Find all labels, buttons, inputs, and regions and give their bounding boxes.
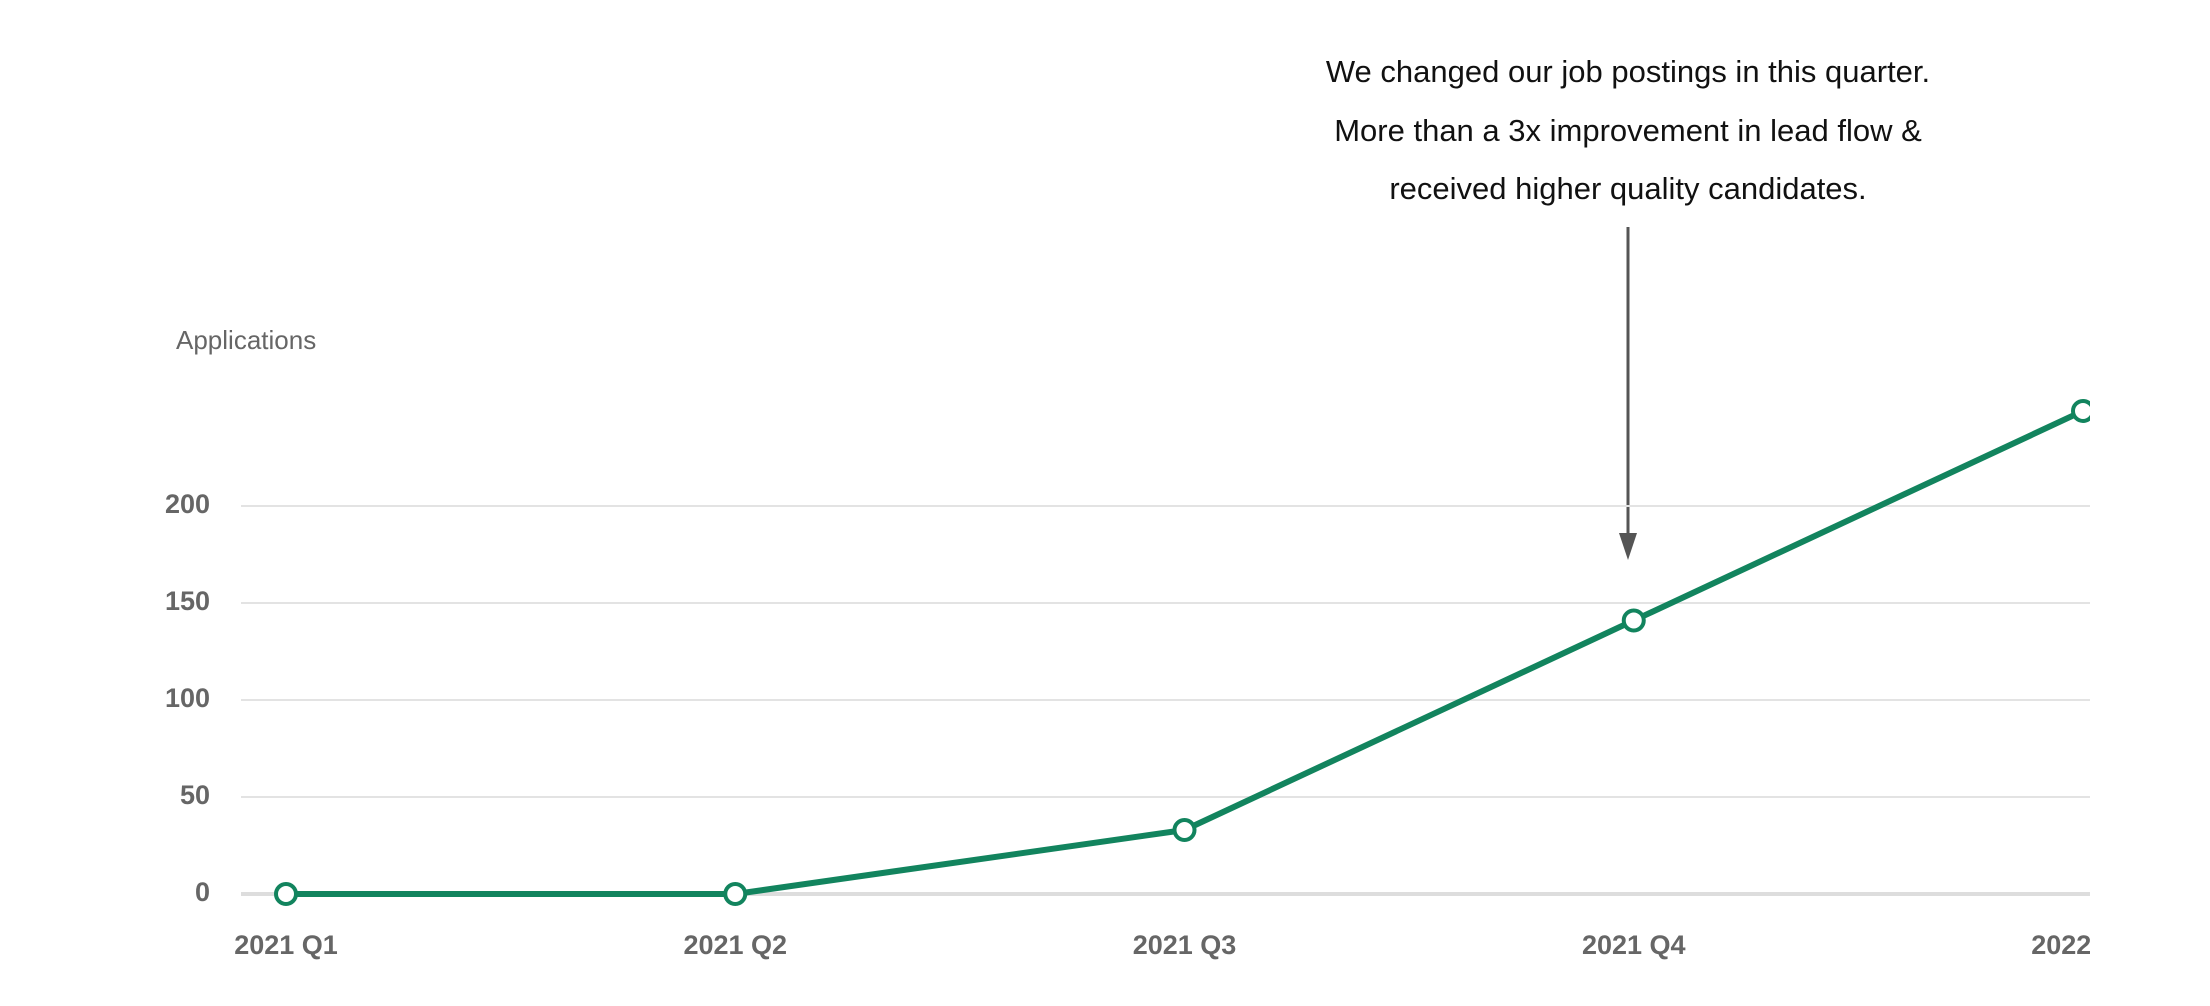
x-tick-label: 2021 Q1 [234,930,338,960]
y-tick-label: 50 [180,780,210,810]
arrow-head [1619,533,1637,560]
annotation: We changed our job postings in this quar… [1326,54,1930,89]
data-point [2071,398,2090,423]
y-tick-label: 200 [165,489,210,519]
data-point [723,882,748,906]
annotation: received higher quality candidates. [1389,171,1866,206]
x-tick-label: 2021 Q3 [1133,930,1237,960]
data-point [1621,608,1646,633]
grid: 0 50 100 150 200 [165,489,2090,907]
y-tick-label: 150 [165,586,210,616]
y-tick-label: 0 [195,877,210,907]
y-axis-label: Applications [176,325,316,355]
y-tick-label: 100 [165,683,210,713]
x-tick-label: 2022 Q1 [2031,930,2135,960]
x-tick-label: 2021 Q4 [1582,930,1686,960]
annotation: More than a 3x improvement in lead flow … [1334,113,1922,148]
x-tick-label: 2021 Q2 [683,930,787,960]
plot: 2021 Q1 2021 Q2 2021 Q3 2021 Q4 2022 Q1 [234,398,2135,960]
data-point [274,882,298,906]
data-point [1172,817,1197,842]
